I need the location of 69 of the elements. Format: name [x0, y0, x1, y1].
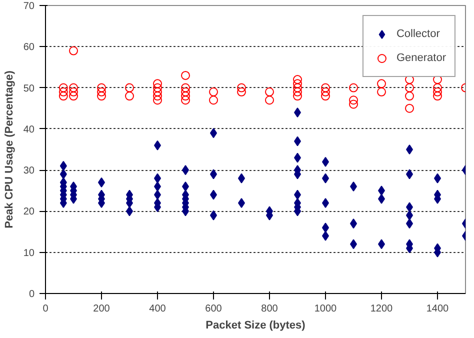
- point: [377, 79, 386, 88]
- legend-label: Generator: [396, 52, 446, 64]
- point: [181, 92, 190, 101]
- point: [293, 75, 302, 84]
- point: [97, 83, 106, 92]
- point: [209, 96, 218, 105]
- point: [321, 87, 330, 96]
- point: [69, 46, 78, 56]
- y-tick-label: 60: [23, 42, 35, 54]
- y-axis-title: Peak CPU Usage (Percentage): [3, 70, 16, 228]
- point: [293, 92, 302, 101]
- y-tick-label: 0: [28, 289, 35, 300]
- x-tick-label: 1000: [314, 304, 338, 314]
- x-tick-label: 0: [42, 304, 49, 314]
- point: [181, 87, 190, 96]
- point: [97, 87, 106, 96]
- y-tick-label: 30: [23, 166, 35, 177]
- point: [433, 92, 442, 101]
- point: [69, 83, 78, 92]
- x-axis-title: Packet Size (bytes): [206, 320, 306, 332]
- point: [237, 83, 246, 92]
- point: [405, 104, 414, 113]
- point: [69, 87, 78, 96]
- y-tick-label: 20: [23, 206, 35, 218]
- point: [237, 87, 246, 96]
- point: [377, 87, 386, 96]
- point: [181, 70, 190, 80]
- point: [125, 92, 134, 101]
- x-tick-label: 600: [205, 304, 222, 314]
- point: [153, 83, 162, 92]
- point: [181, 83, 190, 92]
- point: [125, 83, 134, 92]
- point: [265, 87, 274, 96]
- point: [153, 79, 162, 88]
- y-tick-label: 50: [23, 83, 35, 94]
- point: [321, 92, 330, 101]
- y-tick-label: 40: [23, 124, 35, 136]
- point: [153, 92, 162, 101]
- point: [69, 92, 78, 101]
- point: [433, 83, 442, 92]
- point: [321, 83, 330, 92]
- x-tick-label: 400: [149, 304, 166, 314]
- y-tick-label: 70: [23, 1, 35, 12]
- point: [58, 92, 68, 101]
- legend-label: Collector: [396, 28, 440, 40]
- point: [349, 83, 358, 92]
- point: [293, 87, 302, 96]
- point: [405, 92, 414, 101]
- x-tick-label: 1400: [426, 304, 450, 314]
- x-tick-label: 1200: [370, 304, 394, 314]
- point: [349, 96, 358, 105]
- point: [58, 87, 68, 96]
- point: [433, 75, 442, 84]
- point: [265, 96, 274, 105]
- x-tick-label: 800: [261, 304, 278, 314]
- y-tick-label: 10: [23, 248, 35, 259]
- point: [349, 100, 358, 109]
- point: [153, 87, 162, 96]
- x-tick-label: 200: [93, 304, 110, 314]
- point: [405, 75, 414, 84]
- point: [209, 87, 218, 96]
- point: [153, 96, 162, 105]
- point: [293, 83, 302, 92]
- point: [433, 87, 442, 96]
- point: [181, 96, 190, 105]
- point: [97, 92, 106, 101]
- point: [293, 79, 302, 88]
- point: [405, 83, 414, 92]
- point: [58, 83, 68, 92]
